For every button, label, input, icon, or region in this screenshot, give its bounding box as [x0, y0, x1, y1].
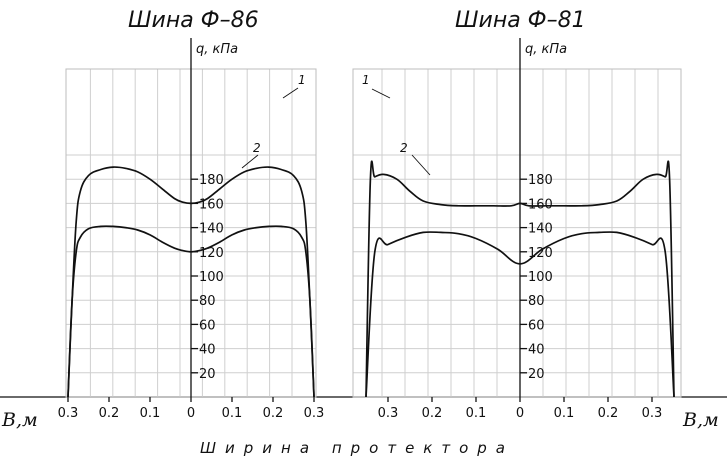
x-tick-label: 0.1 [140, 406, 161, 421]
curve-label-leader [241, 154, 259, 169]
series-curve-1 [365, 160, 675, 398]
series-curve-2 [67, 225, 315, 398]
x-axis-label-right: B,м [682, 409, 719, 431]
x-tick-label: 0.3 [378, 406, 399, 421]
curve-label-leader [282, 87, 299, 99]
x-tick-label: 0 [187, 406, 195, 421]
y-tick-label: 120 [528, 246, 553, 261]
y-tick-label: 100 [528, 270, 553, 285]
x-tick-label: 0 [516, 406, 524, 421]
y-tick-label: 40 [528, 343, 545, 358]
series-curve-2 [365, 231, 675, 398]
x-axis-label-left: B,м [1, 409, 38, 431]
series-curve-1 [67, 166, 315, 398]
curve-label-1: 1 [362, 73, 370, 87]
chart-title: Шина Ф–81 [455, 8, 586, 33]
y-tick-label: 120 [199, 246, 224, 261]
curve-label-1: 1 [298, 73, 306, 87]
x-tick-label: 0.3 [642, 406, 663, 421]
y-tick-label: 20 [528, 367, 545, 382]
curve-label-2: 2 [253, 141, 261, 155]
curve-label-2: 2 [400, 141, 408, 155]
y-tick-label: 140 [528, 222, 553, 237]
x-tick-label: 0.1 [554, 406, 575, 421]
y-tick-label: 160 [528, 197, 553, 212]
x-tick-label: 0.3 [58, 406, 79, 421]
y-tick-label: 160 [199, 197, 224, 212]
chart-title: Шина Ф–86 [128, 8, 259, 33]
x-tick-label: 0.1 [222, 406, 243, 421]
y-tick-label: 20 [199, 367, 216, 382]
x-tick-label: 0.1 [466, 406, 487, 421]
y-tick-label: 40 [199, 343, 216, 358]
y-tick-label: 60 [199, 318, 216, 333]
chart-tire-f86: 20 40 60 80 100 120 140 160 180 0.3 0.2 0.1 0 0.1 0.2 0… [58, 8, 325, 421]
y-tick-label: 180 [199, 173, 224, 188]
curve-label-leader [371, 88, 391, 99]
x-tick-label: 0.2 [263, 406, 284, 421]
y-tick-label: 60 [528, 318, 545, 333]
plot-frame [352, 68, 682, 398]
figure-caption: Ширина протектора [200, 439, 514, 457]
y-axis-label: q, кПа [525, 42, 567, 57]
x-tick-label: 0.2 [99, 406, 120, 421]
y-tick-label: 80 [199, 294, 216, 309]
y-tick-label: 80 [528, 294, 545, 309]
y-tick-label: 100 [199, 270, 224, 285]
y-tick-label: 140 [199, 222, 224, 237]
y-axis-label: q, кПа [196, 42, 238, 57]
y-tick-label: 180 [528, 173, 553, 188]
x-tick-label: 0.2 [598, 406, 619, 421]
x-tick-label: 0.2 [422, 406, 443, 421]
chart-tire-f81: 20 40 60 80 100 120 140 160 180 0.3 0.2 0.1 0 0.1 0.2 0… [352, 8, 682, 421]
curve-label-leader [411, 154, 431, 176]
x-tick-label: 0.3 [304, 406, 325, 421]
